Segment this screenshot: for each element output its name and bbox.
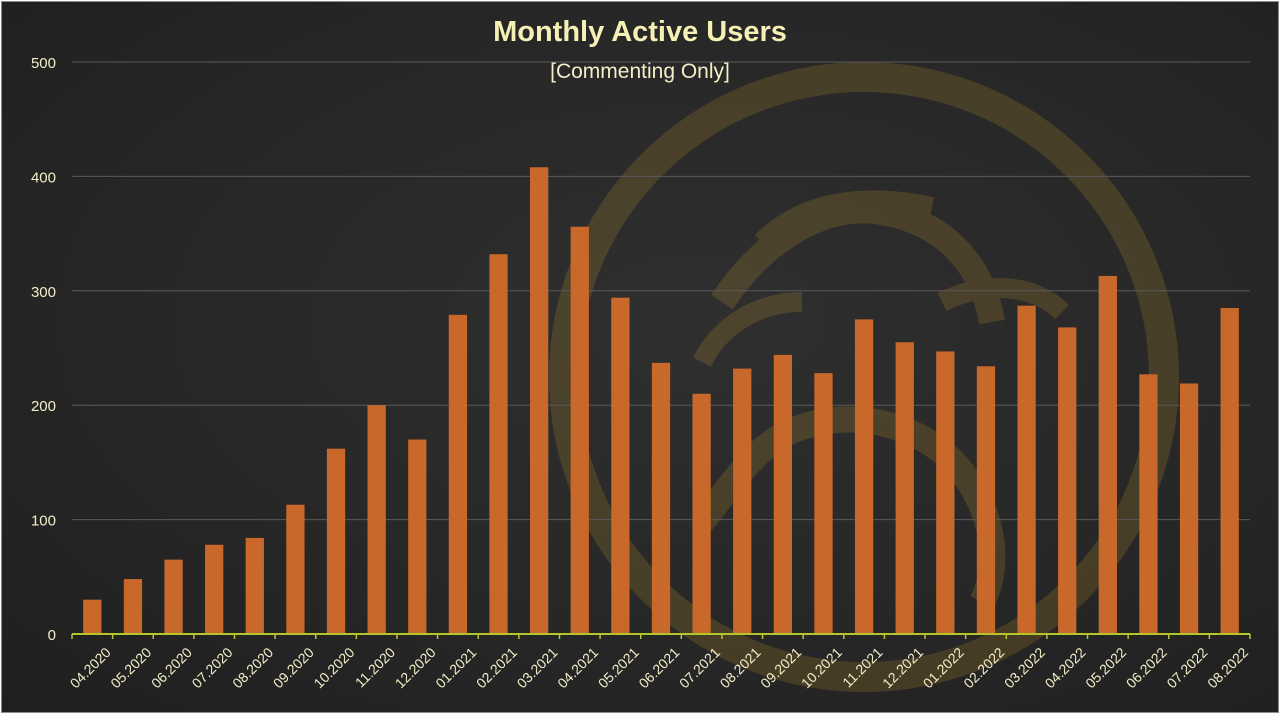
bar (326, 448, 346, 634)
x-tick-label: 06.2021 (635, 644, 682, 691)
bar (570, 226, 589, 634)
bar (164, 559, 183, 634)
bar (448, 314, 468, 634)
x-tick-label: 12.2021 (879, 644, 926, 691)
x-tick-label: 06.2020 (148, 644, 195, 691)
x-tick-label: 04.2020 (67, 644, 114, 691)
bar (611, 297, 630, 634)
bar (854, 319, 874, 634)
bar (1179, 383, 1199, 634)
bar (936, 351, 955, 634)
bar (1017, 305, 1036, 634)
y-tick-label: 300 (31, 284, 56, 301)
x-tick-label: 05.2020 (107, 644, 154, 691)
y-tick-label: 400 (31, 169, 56, 186)
chart-title: Monthly Active Users (493, 16, 787, 48)
bar (489, 254, 508, 634)
x-tick-label: 02.2022 (960, 644, 1007, 691)
bar (651, 362, 671, 634)
y-tick-label: 200 (31, 398, 56, 415)
bar (976, 366, 996, 634)
y-tick-label: 500 (31, 55, 56, 72)
chart-subtitle: [Commenting Only] (550, 60, 730, 83)
x-tick-label: 08.2021 (717, 644, 764, 691)
bar (529, 167, 549, 635)
bar (408, 439, 427, 634)
bar (1220, 307, 1239, 634)
x-tick-label: 10.2020 (310, 644, 357, 691)
x-tick-label: 06.2022 (1123, 644, 1170, 691)
x-tick-label: 08.2020 (229, 644, 276, 691)
bar (286, 504, 305, 634)
bar (895, 342, 914, 634)
x-tick-label: 10.2021 (798, 644, 845, 691)
x-tick-label: 02.2021 (473, 644, 520, 691)
x-tick-label: 01.2021 (432, 644, 479, 691)
x-tick-label: 12.2020 (392, 644, 439, 691)
y-tick-label: 0 (48, 627, 56, 644)
bar (83, 599, 102, 634)
x-tick-label: 03.2022 (1001, 644, 1048, 691)
bar (245, 537, 264, 634)
bar (733, 368, 752, 634)
x-tick-label: 07.2020 (189, 644, 236, 691)
bar (1058, 327, 1077, 634)
bar (814, 373, 833, 634)
x-tick-label: 11.2020 (352, 644, 399, 691)
x-tick-label: 05.2021 (595, 644, 642, 691)
bar (692, 393, 711, 634)
x-tick-label: 04.2022 (1042, 644, 1089, 691)
bar (205, 544, 224, 634)
x-tick-label: 09.2021 (757, 644, 804, 691)
x-tick-label: 09.2020 (270, 644, 317, 691)
x-tick-label: 04.2021 (554, 644, 601, 691)
x-tick-label: 07.2022 (1163, 644, 1210, 691)
y-tick-label: 100 (31, 513, 56, 530)
x-tick-label: 07.2021 (676, 644, 723, 691)
x-tick-label: 08.2022 (1204, 644, 1251, 691)
bar (1139, 374, 1158, 634)
x-tick-label: 01.2022 (920, 644, 967, 691)
x-tick-label: 11.2021 (839, 644, 886, 691)
bar (1098, 275, 1117, 634)
bar (773, 354, 793, 634)
x-tick-label: 05.2022 (1082, 644, 1129, 691)
bar (367, 405, 386, 634)
x-tick-label: 03.2021 (514, 644, 561, 691)
bar (123, 579, 143, 634)
